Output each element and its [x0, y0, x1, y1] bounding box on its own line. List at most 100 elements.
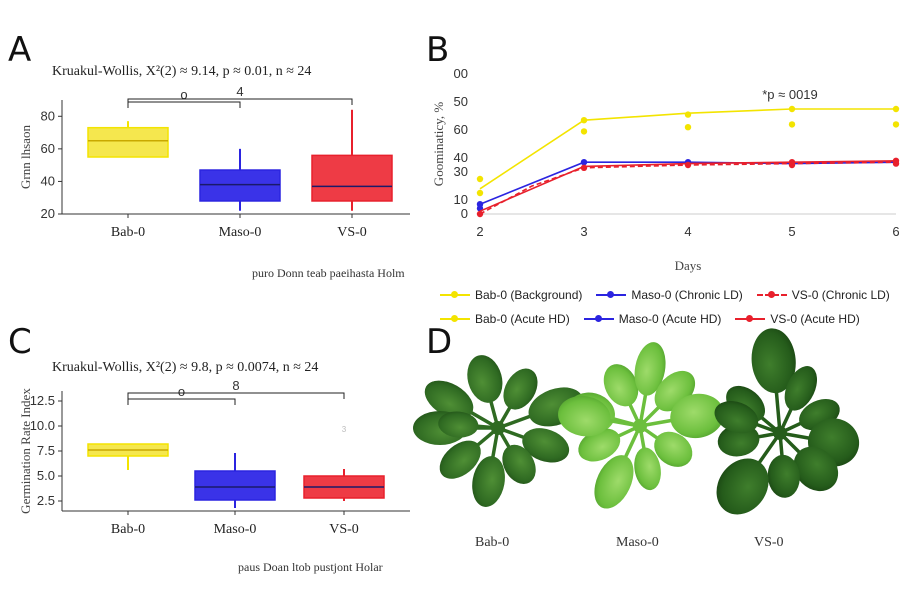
sig-label: 3: [342, 425, 347, 434]
x-tick-label: Maso-0: [214, 522, 257, 537]
legend-label: VS-0 (Acute HD): [770, 312, 860, 326]
plant-label-vs0: VS-0: [754, 535, 784, 550]
x-tick-label: 2: [476, 224, 483, 239]
leaf: [603, 364, 639, 407]
chart-a: 20 40 60 80 Grnn lhsaon Bab-0 Maso-0 VS-0 o 4: [18, 84, 410, 240]
leaf: [751, 328, 796, 394]
chart-annotation: *p ≈ 0019: [762, 87, 818, 102]
leaf: [594, 455, 634, 509]
plant-maso0: [558, 342, 724, 509]
x-tick-label: 6: [892, 224, 899, 239]
panel-c-footnote: paus Doan ltob pustjont Holar: [238, 560, 383, 574]
legend-label: VS-0 (Chronic LD): [791, 288, 890, 302]
legend-swatch: [440, 314, 470, 324]
data-point: [580, 159, 588, 166]
sig-label: 8: [232, 378, 239, 393]
y-tick-label: 60: [454, 122, 468, 137]
data-point: [788, 121, 796, 128]
sig-label: 4: [236, 84, 243, 99]
y-tick-label: 20: [41, 206, 55, 221]
series-line: [479, 161, 897, 205]
sig-label: o: [180, 87, 187, 102]
box: [87, 126, 169, 158]
leaf: [472, 456, 505, 507]
legend-item-maso0-chronic: Maso-0 (Chronic LD): [596, 288, 743, 302]
legend-label: Maso-0 (Chronic LD): [631, 288, 743, 302]
x-tick-label: Bab-0: [111, 522, 145, 537]
y-tick-label: 60: [41, 141, 55, 156]
leaf: [578, 428, 621, 462]
panel-a-footnote: puro Donn teab paeihasta Holm: [252, 266, 405, 280]
chart-b-legend: Bab-0 (Background) Maso-0 (Chronic LD) V…: [440, 283, 900, 331]
data-point: [476, 210, 484, 218]
leaf: [716, 458, 769, 515]
legend-swatch: [583, 314, 614, 324]
box: [199, 169, 281, 202]
legend-row: Bab-0 (Background) Maso-0 (Chronic LD) V…: [440, 283, 900, 307]
leaf: [522, 428, 570, 463]
rosette-center: [633, 419, 647, 433]
leaf: [767, 454, 800, 498]
x-tick-label: 4: [684, 224, 691, 239]
data-point: [580, 117, 588, 124]
leaf-stem: [774, 386, 782, 435]
data-point: [892, 105, 900, 113]
y-axis-title: Goominaticy, %: [431, 102, 446, 187]
plant-label-maso0: Maso-0: [616, 535, 659, 550]
rosette-center: [773, 426, 787, 440]
y-tick-label: 80: [41, 108, 55, 123]
data-point: [684, 124, 692, 131]
legend-item-vs0-acute: VS-0 (Acute HD): [735, 312, 860, 326]
sig-label: o: [178, 384, 185, 399]
legend-label: Bab-0 (Background): [475, 288, 583, 302]
x-tick-label: Bab-0: [111, 225, 145, 240]
leaf: [634, 447, 661, 491]
legend-swatch: [440, 290, 470, 300]
data-point: [476, 189, 484, 197]
leaf: [670, 393, 724, 439]
leaf: [714, 401, 759, 434]
legend-item-maso0-acute: Maso-0 (Acute HD): [583, 312, 721, 326]
panel-a-stat-title: Kruakul-Wollis, X²(2) ≈ 9.14, p ≈ 0.01, …: [52, 64, 312, 79]
sig-bracket: [127, 101, 241, 108]
y-tick-label: 30: [454, 164, 468, 179]
legend-swatch: [756, 290, 787, 300]
y-tick-label: 12.5: [30, 393, 55, 408]
plant-photos: [413, 328, 860, 515]
y-tick-label: 7.5: [37, 443, 55, 458]
data-point: [684, 161, 692, 169]
leaf: [438, 411, 479, 438]
data-point: [684, 111, 692, 118]
legend-item-vs0-chronic: VS-0 (Chronic LD): [756, 288, 890, 302]
leaf: [424, 380, 474, 419]
data-point: [476, 175, 484, 183]
legend-row: Bab-0 (Acute HD) Maso-0 (Acute HD) VS-0 …: [440, 307, 900, 331]
box: [311, 154, 393, 202]
sig-bracket: [127, 98, 353, 105]
y-tick-label: 5.0: [37, 468, 55, 483]
y-tick-label: 00: [454, 66, 468, 81]
panel-a-letter: A: [8, 30, 32, 70]
panel-c-stat-title: Kruakul-Wollis, X²(2) ≈ 9.8, p ≈ 0.0074,…: [52, 360, 319, 375]
series-line: [479, 160, 897, 212]
sig-bracket: [127, 398, 236, 405]
panel-c-letter: C: [8, 322, 32, 362]
y-tick-label: 50: [454, 94, 468, 109]
y-tick-label: 2.5: [37, 493, 55, 508]
panel-b-letter: B: [426, 30, 450, 70]
legend-item-bab0-acute: Bab-0 (Acute HD): [440, 312, 570, 326]
plant-vs0: [714, 328, 860, 515]
leaf: [793, 446, 839, 492]
plant-label-bab0: Bab-0: [475, 535, 510, 550]
y-tick-label: 10.0: [30, 418, 55, 433]
legend-swatch: [596, 290, 627, 300]
data-point: [788, 105, 796, 113]
x-tick-label: Maso-0: [219, 225, 262, 240]
box: [194, 470, 276, 501]
leaf: [634, 342, 666, 396]
rosette-center: [491, 421, 505, 435]
plant-bab0: [413, 355, 584, 507]
x-tick-label: VS-0: [329, 522, 359, 537]
